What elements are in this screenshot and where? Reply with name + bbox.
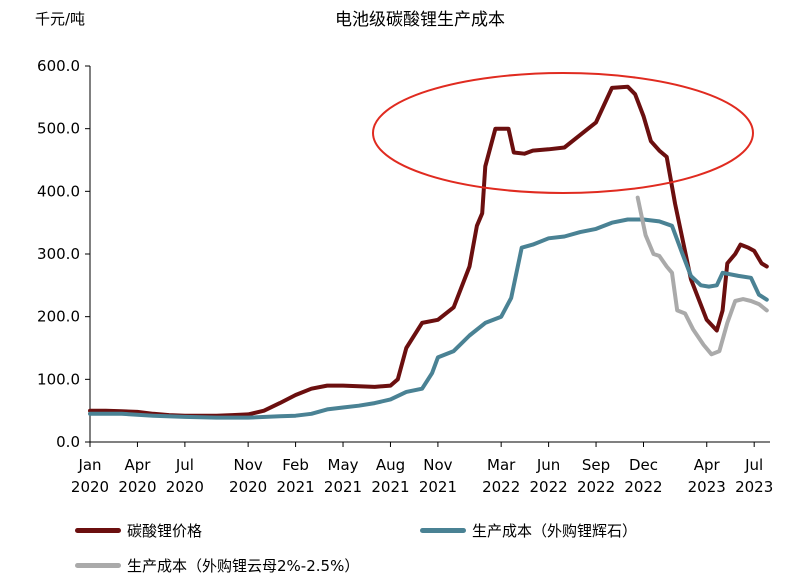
x-tick-month: Jul: [175, 456, 194, 474]
x-tick-year: 2021: [419, 478, 457, 496]
y-tick-label: 200.0: [37, 308, 80, 326]
y-tick-label: 600.0: [37, 57, 80, 75]
y-tick-label: 400.0: [37, 182, 80, 200]
x-tick-year: 2022: [530, 478, 568, 496]
x-axis: Jan 2020 Apr 2020 Jul 2020 Nov 2020 Feb 2021 May 20…: [71, 441, 773, 496]
y-tick-label: 0.0: [56, 433, 80, 451]
x-tick-year: 2020: [71, 478, 109, 496]
x-tick-year: 2022: [577, 478, 615, 496]
y-tick-label: 300.0: [37, 245, 80, 263]
x-tick-month: Feb: [282, 456, 309, 474]
legend-swatch-lepidolite: [75, 563, 121, 568]
legend-label-spodumene: 生产成本（外购锂辉石）: [472, 522, 638, 540]
series-line-spodumene: [88, 217, 769, 420]
x-tick-year: 2023: [735, 478, 773, 496]
legend-swatch-spodumene: [420, 528, 466, 533]
series-line-price: [88, 84, 769, 418]
y-tick-label: 500.0: [37, 120, 80, 138]
legend-item-price: 碳酸锂价格: [75, 520, 202, 541]
x-tick-year: 2022: [482, 478, 520, 496]
legend-item-spodumene: 生产成本（外购锂辉石）: [420, 520, 637, 541]
x-tick-year: 2023: [688, 478, 726, 496]
highlight-ellipse: [372, 72, 754, 194]
x-tick-month: Nov: [233, 456, 262, 474]
legend-item-lepidolite: 生产成本（外购锂云母2%-2.5%）: [75, 555, 359, 576]
x-tick-year: 2021: [276, 478, 314, 496]
x-tick-month: Sep: [582, 456, 610, 474]
x-tick-month: Apr: [124, 456, 151, 474]
x-tick-year: 2021: [324, 478, 362, 496]
annotation-layer: [372, 72, 754, 194]
x-tick-month: Jul: [744, 456, 763, 474]
x-tick-month: Aug: [376, 456, 405, 474]
legend-label-price: 碳酸锂价格: [127, 522, 203, 540]
y-axis: 0.0 100.0 200.0 300.0 400.0 500.0 600.0: [37, 57, 91, 451]
x-tick-year: 2020: [166, 478, 204, 496]
series-line-lepidolite: [635, 195, 769, 357]
x-tick-month: Mar: [487, 456, 516, 474]
x-tick-year: 2021: [371, 478, 409, 496]
legend-label-lepidolite: 生产成本（外购锂云母2%-2.5%）: [127, 557, 360, 575]
x-tick-year: 2020: [118, 478, 156, 496]
x-tick-month: Nov: [423, 456, 452, 474]
y-tick-label: 100.0: [37, 370, 80, 388]
legend-swatch-price: [75, 528, 121, 533]
x-tick-month: May: [328, 456, 359, 474]
x-tick-year: 2020: [229, 478, 267, 496]
x-tick-month: Jan: [77, 456, 101, 474]
x-tick-month: Jun: [536, 456, 560, 474]
chart-title: 电池级碳酸锂生产成本: [335, 10, 505, 30]
y-unit-label: 千元/吨: [35, 10, 85, 28]
series-layer: [88, 84, 769, 420]
x-tick-month: Apr: [694, 456, 721, 474]
x-tick-month: Dec: [629, 456, 658, 474]
x-tick-year: 2022: [624, 478, 662, 496]
